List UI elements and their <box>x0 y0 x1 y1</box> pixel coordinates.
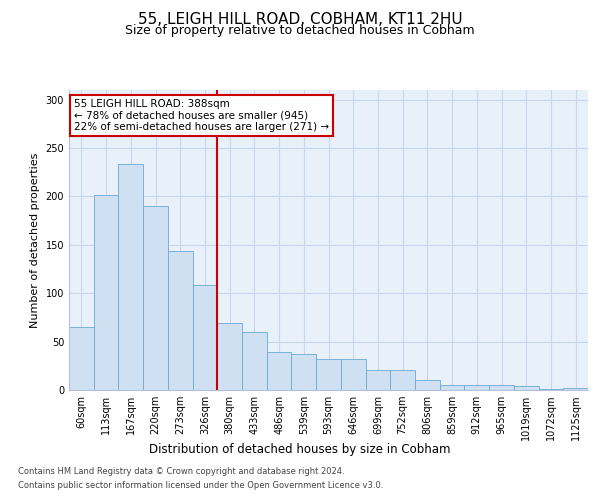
Bar <box>193 286 217 390</box>
Bar <box>143 206 168 390</box>
Text: Contains public sector information licensed under the Open Government Licence v3: Contains public sector information licen… <box>18 481 383 490</box>
Text: 55 LEIGH HILL ROAD: 388sqm
← 78% of detached houses are smaller (945)
22% of sem: 55 LEIGH HILL ROAD: 388sqm ← 78% of deta… <box>74 99 329 132</box>
Bar <box>316 359 341 390</box>
Bar <box>94 194 118 390</box>
Bar <box>563 388 588 390</box>
Bar <box>168 250 193 390</box>
Y-axis label: Number of detached properties: Number of detached properties <box>30 152 40 328</box>
Bar <box>341 359 365 390</box>
Text: Distribution of detached houses by size in Cobham: Distribution of detached houses by size … <box>149 442 451 456</box>
Bar <box>440 385 464 390</box>
Bar <box>118 164 143 390</box>
Text: Contains HM Land Registry data © Crown copyright and database right 2024.: Contains HM Land Registry data © Crown c… <box>18 468 344 476</box>
Bar <box>217 323 242 390</box>
Bar <box>69 327 94 390</box>
Bar <box>464 385 489 390</box>
Bar <box>390 370 415 390</box>
Bar <box>415 380 440 390</box>
Bar <box>514 386 539 390</box>
Bar <box>292 354 316 390</box>
Bar <box>242 332 267 390</box>
Text: 55, LEIGH HILL ROAD, COBHAM, KT11 2HU: 55, LEIGH HILL ROAD, COBHAM, KT11 2HU <box>137 12 463 28</box>
Text: Size of property relative to detached houses in Cobham: Size of property relative to detached ho… <box>125 24 475 37</box>
Bar <box>539 389 563 390</box>
Bar <box>365 370 390 390</box>
Bar <box>489 385 514 390</box>
Bar <box>267 352 292 390</box>
